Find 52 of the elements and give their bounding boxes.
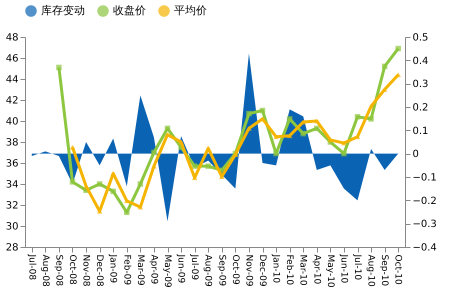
x-tick-label: Jan-09 (108, 254, 118, 284)
x-tick-label: Feb-10 (284, 254, 294, 286)
legend-label: 库存变动 (41, 4, 85, 17)
x-tick-label: Sep-09 (216, 254, 226, 286)
y2-tick-label: 0.2 (412, 102, 428, 114)
y-tick-label: 44 (6, 74, 18, 86)
y2-tick-label: −0.4 (412, 242, 437, 254)
y-tick-label: 30 (6, 222, 18, 232)
y-tick-label: 46 (6, 54, 18, 64)
x-tick-label: Aug-09 (202, 254, 213, 288)
x-tick-label: Aug-08 (40, 254, 50, 288)
y2-tick-label: −0.1 (412, 172, 437, 184)
x-tick-label: Apr-09 (148, 254, 158, 284)
legend-label: 收盘价 (113, 4, 146, 17)
x-tick-label: May-10 (324, 254, 335, 288)
x-tick-label: Jan-10 (270, 254, 281, 284)
y2-tick-label: 0.3 (412, 79, 428, 90)
x-tick-label: Nov-09 (243, 254, 254, 287)
y-tick-label: 32 (6, 200, 18, 212)
x-tick-label: Jul-08 (26, 254, 36, 280)
y2-tick-label: 0 (412, 149, 419, 160)
x-tick-label: Nov-08 (80, 254, 91, 287)
x-tick-label: Oct-09 (230, 254, 240, 286)
y2-tick-label: 0.4 (412, 56, 428, 67)
y-tick-label: 36 (6, 158, 18, 170)
x-tick-label: Jul-10 (352, 254, 362, 280)
x-tick-label: Mar-10 (298, 254, 308, 286)
x-tick-label: Feb-09 (121, 254, 132, 286)
x-tick-label: Oct-10 (392, 254, 403, 286)
y2-tick-label: 0.5 (412, 32, 428, 44)
y-tick-label: 42 (6, 96, 18, 106)
x-tick-label: Jul-09 (189, 254, 200, 280)
x-tick-label: Jun-10 (338, 254, 348, 284)
y-tick-label: 40 (6, 116, 18, 128)
x-tick-label: Sep-08 (53, 254, 64, 286)
x-tick-label: Apr-10 (311, 254, 322, 284)
x-tick-label: Oct-08 (67, 254, 77, 286)
x-tick-label: May-09 (162, 254, 172, 288)
x-tick-label: Aug-10 (366, 254, 376, 288)
y-tick-label: 48 (6, 32, 18, 44)
x-tick-label: Sep-10 (379, 254, 390, 286)
y2-tick-label: 0.1 (412, 126, 428, 137)
x-tick-label: Dec-09 (257, 254, 267, 287)
legend-label: 平均价 (174, 4, 207, 17)
x-tick-label: Mar-09 (134, 254, 145, 286)
y2-tick-label: −0.3 (412, 219, 437, 230)
y-tick-label: 38 (6, 138, 18, 148)
x-tick-label: Jun-09 (176, 254, 186, 284)
y-tick-label: 28 (6, 242, 18, 254)
y-tick-label: 34 (6, 180, 18, 190)
x-tick-label: Dec-08 (94, 254, 104, 287)
y2-tick-label: −0.2 (412, 196, 437, 207)
